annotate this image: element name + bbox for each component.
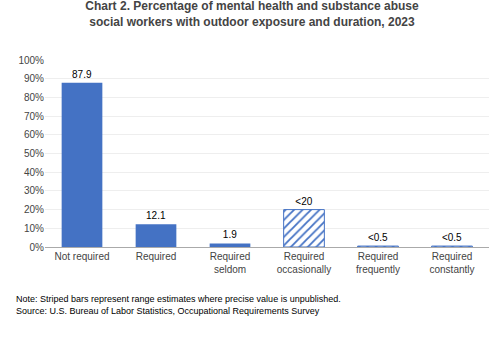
- svg-text:<0.5: <0.5: [442, 232, 462, 243]
- svg-text:30%: 30%: [24, 185, 44, 196]
- svg-text:100%: 100%: [18, 55, 44, 66]
- svg-text:Requiredseldom: Requiredseldom: [210, 251, 251, 275]
- svg-text:<0.5: <0.5: [368, 232, 388, 243]
- svg-text:Not required: Not required: [54, 251, 109, 262]
- svg-text:10%: 10%: [24, 223, 44, 234]
- svg-text:12.1: 12.1: [146, 210, 166, 221]
- svg-text:Required: Required: [136, 251, 177, 262]
- svg-text:Requiredoccasionally: Requiredoccasionally: [277, 251, 331, 275]
- svg-text:40%: 40%: [24, 167, 44, 178]
- svg-text:70%: 70%: [24, 111, 44, 122]
- svg-text:1.9: 1.9: [223, 229, 237, 240]
- svg-text:<20: <20: [295, 196, 312, 207]
- svg-text:Note: Striped bars represent r: Note: Striped bars represent range estim…: [16, 294, 341, 316]
- svg-text:20%: 20%: [24, 204, 44, 215]
- svg-text:87.9: 87.9: [72, 69, 92, 80]
- svg-text:60%: 60%: [24, 129, 44, 140]
- svg-text:90%: 90%: [24, 73, 44, 84]
- svg-text:Requiredfrequently: Requiredfrequently: [356, 251, 400, 275]
- svg-text:0%: 0%: [30, 242, 45, 253]
- svg-text:50%: 50%: [24, 148, 44, 159]
- svg-text:Chart 2. Percentage of mental: Chart 2. Percentage of mental health and…: [85, 0, 419, 29]
- svg-text:80%: 80%: [24, 92, 44, 103]
- svg-text:Requiredconstantly: Requiredconstantly: [429, 251, 474, 275]
